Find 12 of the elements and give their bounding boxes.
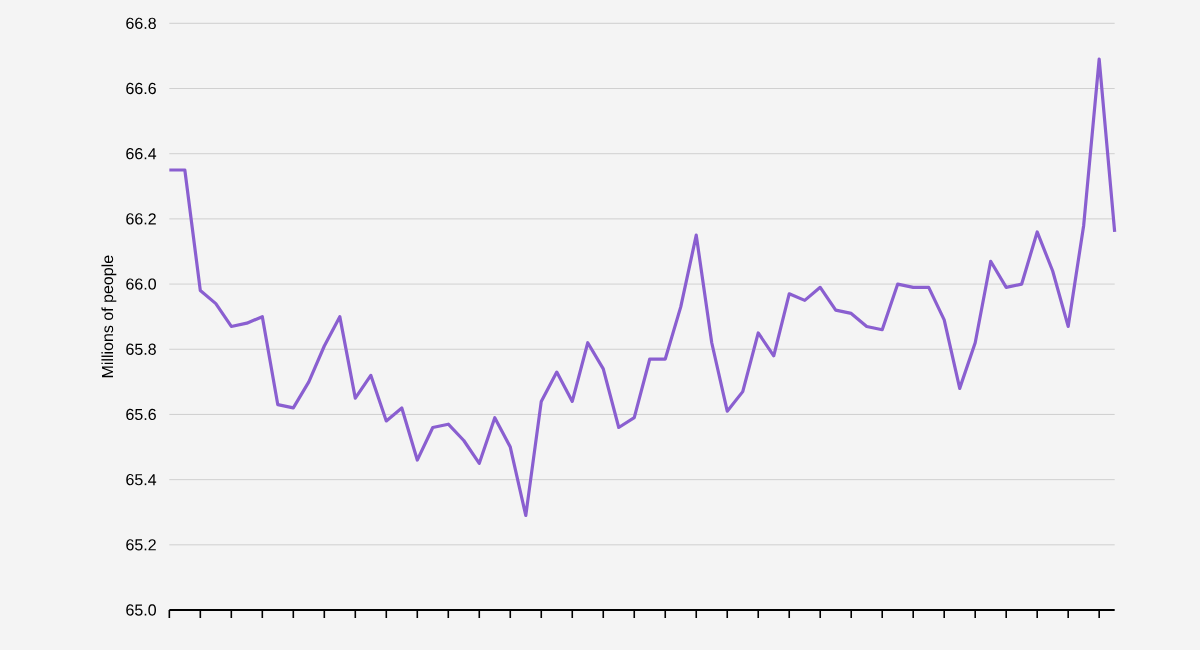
y-tick-label: 65.8	[126, 343, 156, 355]
y-tick-label: 65.6	[126, 408, 156, 421]
line-series	[167, 57, 1117, 518]
y-tick-label: 66.8	[126, 17, 156, 29]
y-tick-label: 66.6	[126, 82, 156, 95]
y-tick-label: 65.2	[126, 539, 156, 551]
y-axis-title: Millions of people	[101, 255, 117, 378]
y-tick-label: 66.4	[126, 148, 157, 160]
y-tick-label: 66.2	[126, 213, 156, 225]
y-tick-label: 65.0	[126, 604, 156, 616]
y-tick-label: 66.0	[126, 278, 156, 290]
y-tick-label: 65.4	[126, 473, 157, 486]
